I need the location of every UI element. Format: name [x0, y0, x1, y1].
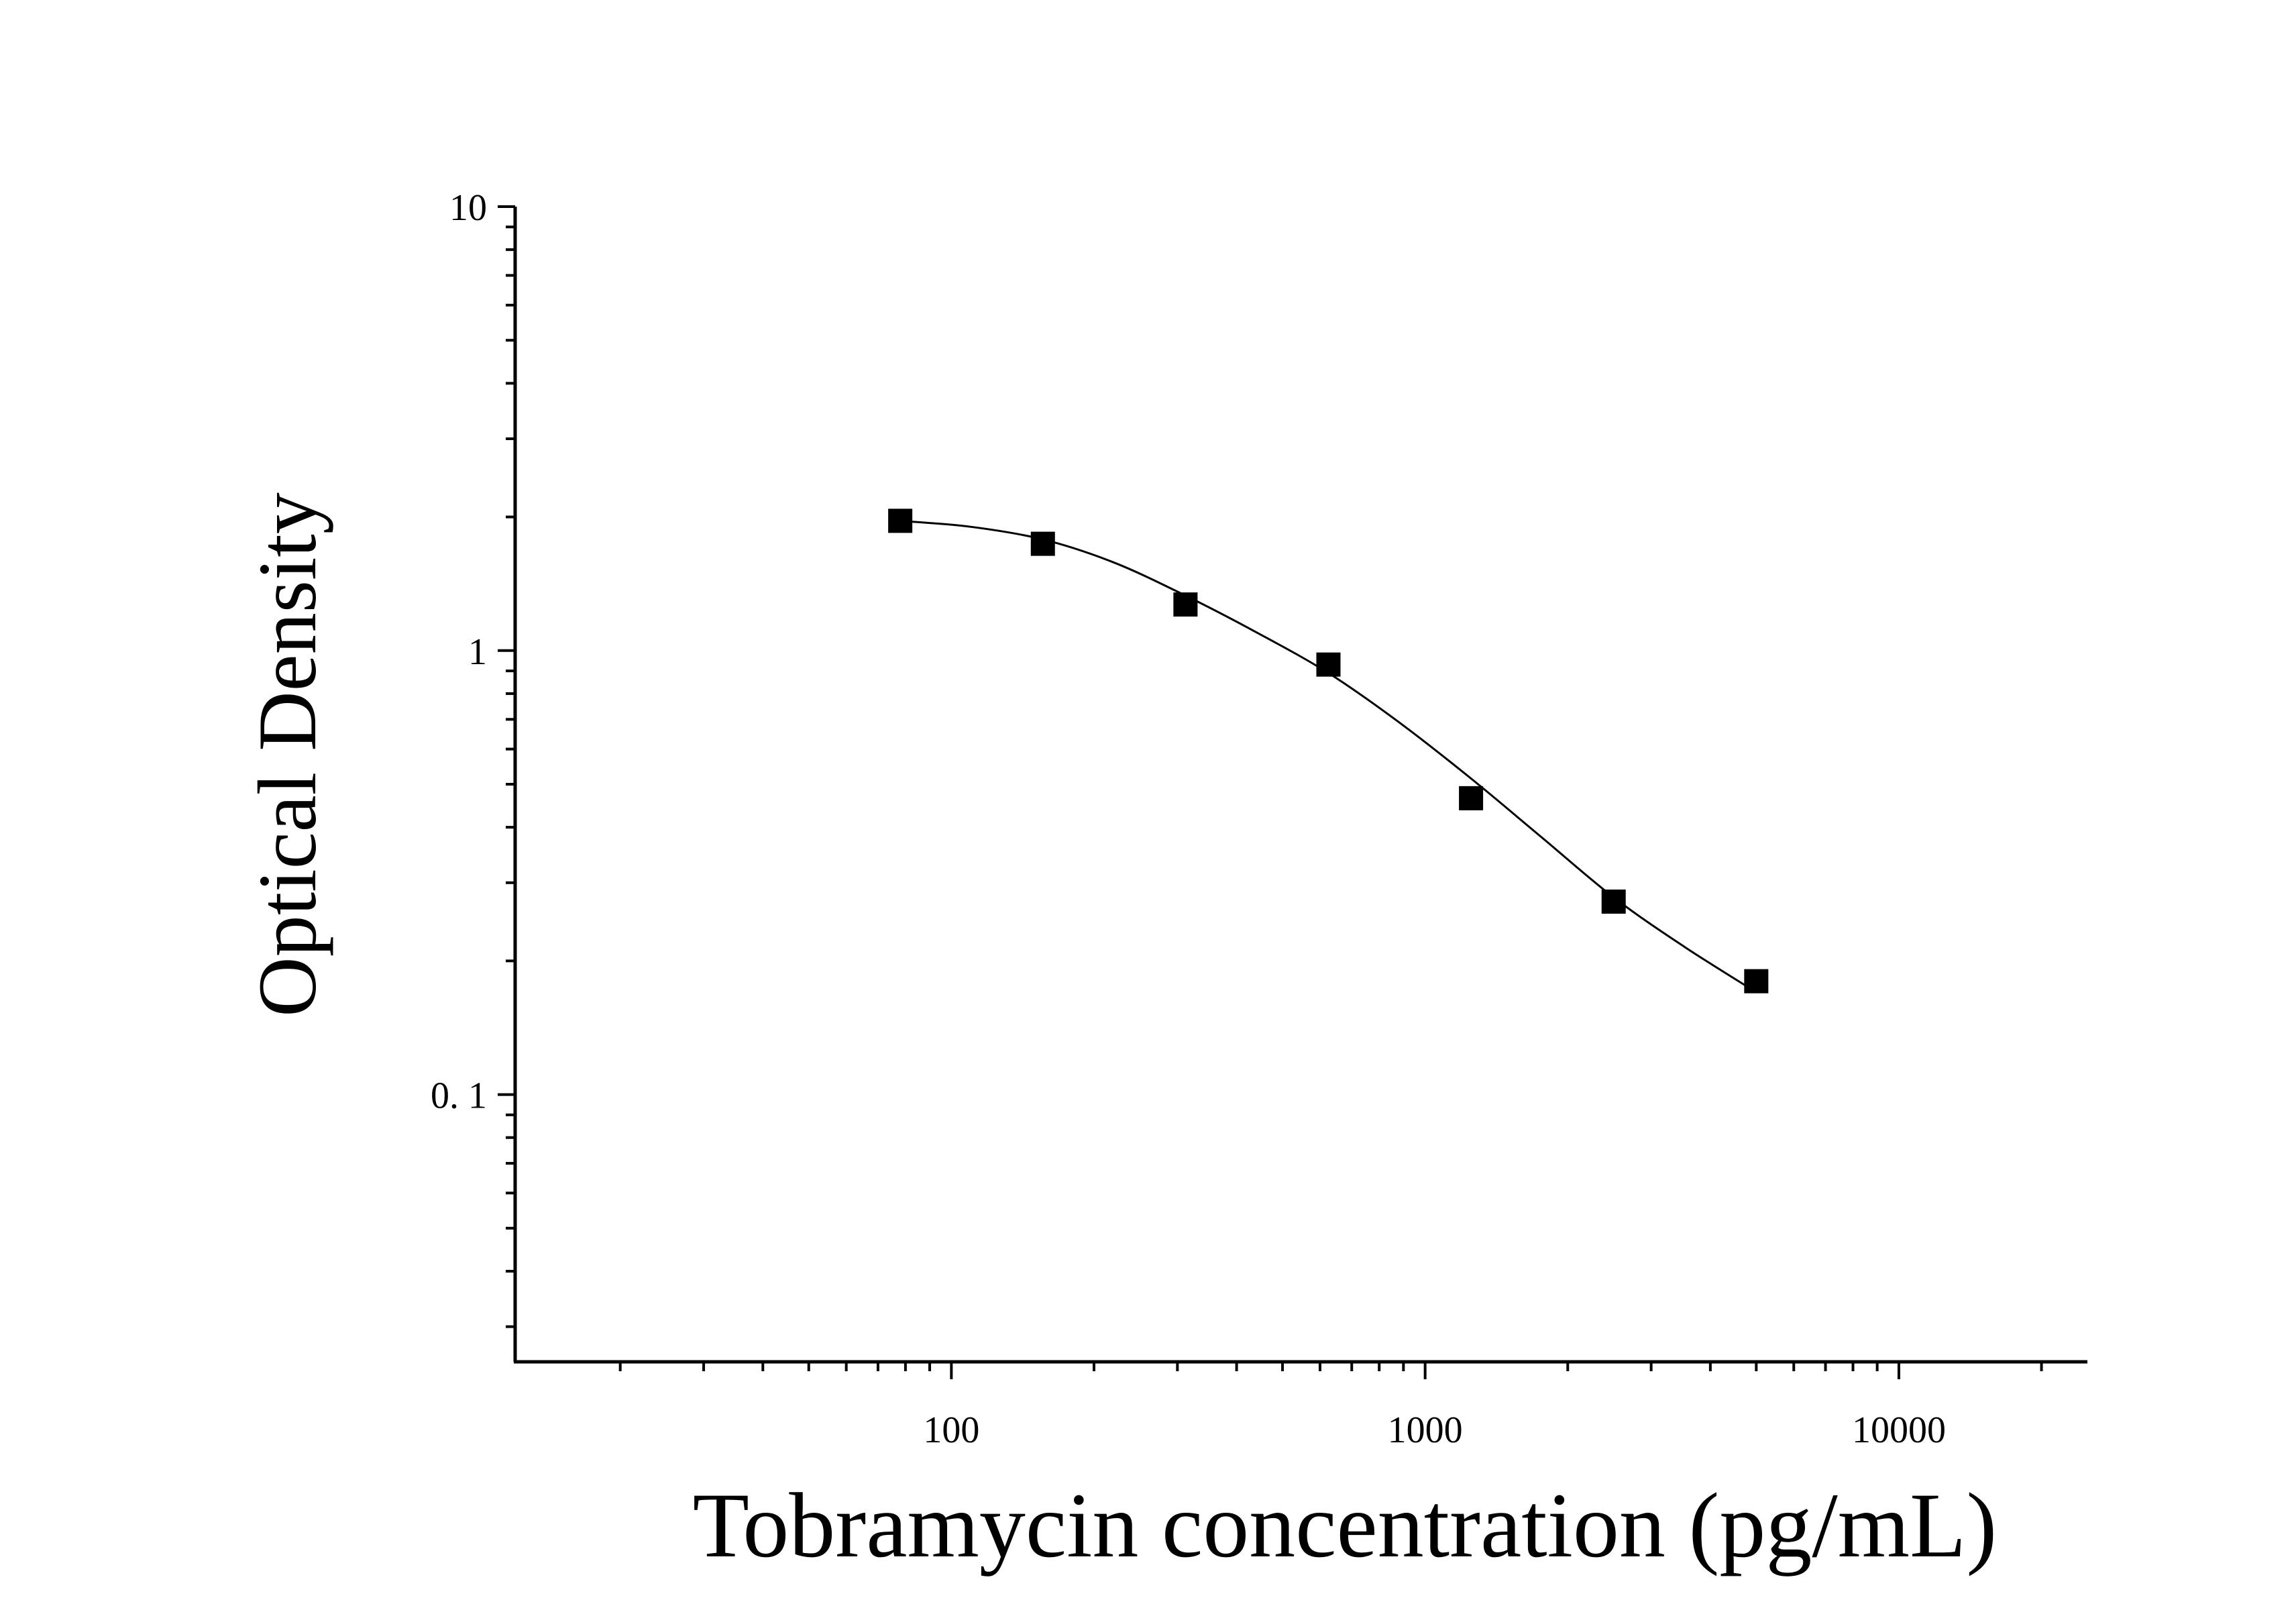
data-point: [1744, 969, 1769, 994]
x-axis-title: Tobramycin concentration (pg/mL): [693, 1474, 1998, 1576]
data-points: [888, 509, 1769, 994]
fit-curve: [900, 519, 1757, 994]
data-point: [1030, 531, 1055, 556]
x-tick-label: 1000: [1388, 1409, 1463, 1451]
fit-curve-layer: [900, 519, 1757, 994]
data-point: [1316, 652, 1341, 677]
data-point: [1601, 889, 1626, 914]
data-point: [1459, 786, 1484, 810]
y-axis-title: Optical Density: [241, 492, 333, 1017]
data-point: [888, 509, 913, 533]
y-tick-label: 0. 1: [431, 1075, 487, 1117]
y-axis-ticks: 0. 1 1 10: [431, 187, 515, 1328]
data-point: [1173, 592, 1198, 617]
x-axis-ticks: 100 1000 10000: [618, 1362, 2043, 1451]
x-tick-label: 10000: [1852, 1409, 1946, 1451]
y-tick-label: 1: [468, 631, 487, 673]
x-tick-label: 100: [923, 1409, 979, 1451]
y-tick-label: 10: [449, 187, 487, 229]
axes: [513, 207, 2087, 1364]
